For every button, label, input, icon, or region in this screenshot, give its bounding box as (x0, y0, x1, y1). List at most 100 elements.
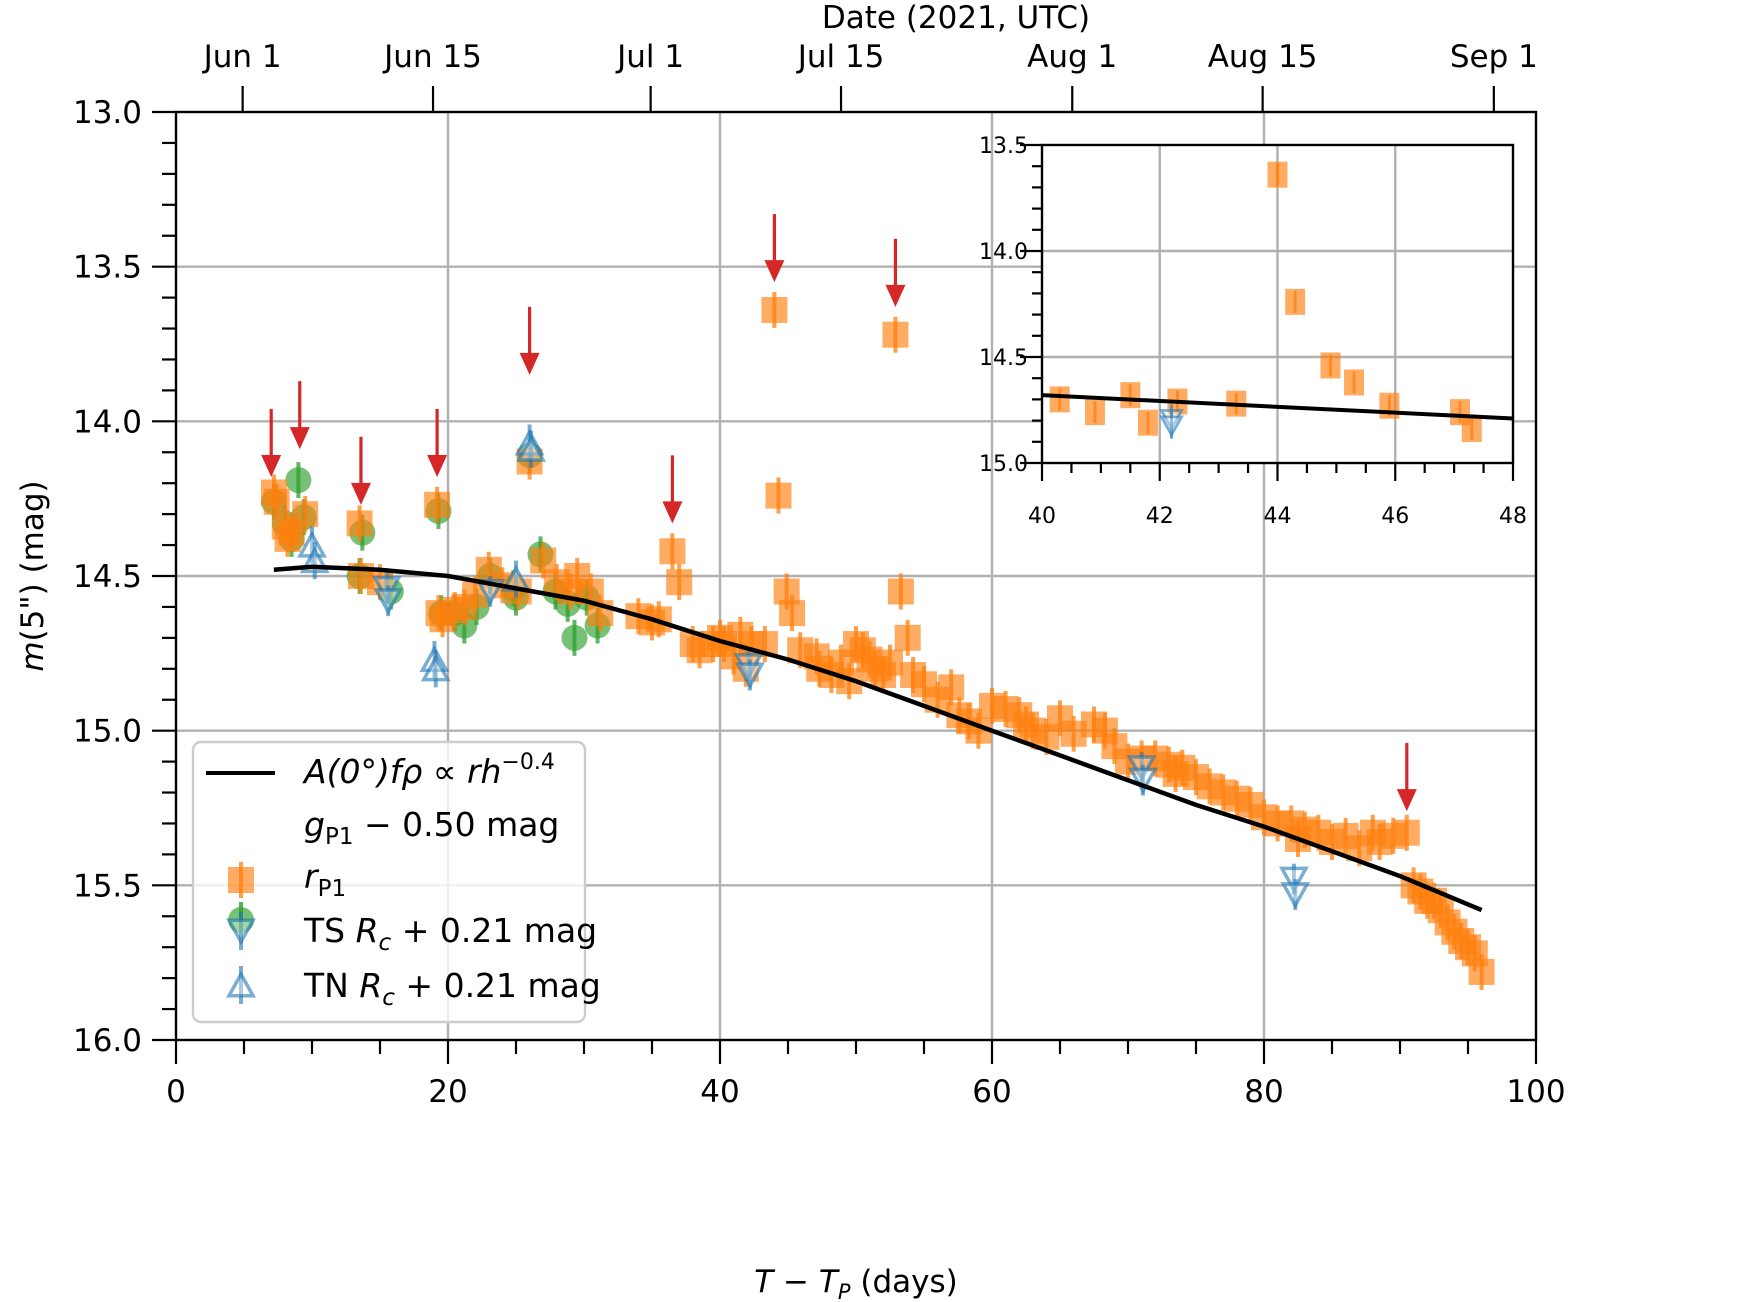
top-date-tick-label: Jun 1 (202, 39, 282, 75)
top-date-tick-label: Sep 1 (1450, 39, 1538, 75)
tn-point (515, 434, 546, 462)
inset-x-tick-label: 44 (1264, 504, 1292, 529)
r-point (887, 578, 914, 605)
r-point (1468, 958, 1495, 985)
inset-r-point (1461, 416, 1482, 443)
inset-r-point (1120, 382, 1141, 409)
legend-markers (226, 862, 256, 1004)
r-point (292, 501, 319, 528)
outburst-arrow (519, 306, 540, 375)
inset-r-point (1320, 352, 1341, 379)
inset-r-point (1379, 392, 1400, 419)
x-axis-title-minus: − (773, 1264, 819, 1300)
main-data (260, 291, 1495, 990)
y-tick-label: 15.5 (73, 868, 142, 904)
top-axis-title: Date (2021, UTC) (822, 0, 1090, 36)
inset-x-tick-label: 48 (1499, 504, 1527, 529)
outburst-arrows (261, 214, 1417, 812)
inset-ts-point (1159, 415, 1184, 438)
legend-label-ts-R: R (356, 911, 379, 950)
inset-r-point (1137, 409, 1158, 436)
inset-model-line (1041, 393, 1514, 421)
x-tick-label: 40 (700, 1074, 739, 1110)
y-axis-title-rest: (5") (mag) (15, 480, 51, 641)
inset-y-tick-label: 14.0 (979, 240, 1028, 265)
legend-label-model-main: A(0°)fρ ∝ rh (302, 752, 501, 791)
main-ticks (152, 110, 1538, 1064)
inset-x-tick-label: 46 (1381, 504, 1409, 529)
inset-data (1041, 161, 1514, 443)
x-axis-title-rest: (days) (851, 1264, 958, 1300)
legend-label-tn-sub: c (382, 985, 395, 1011)
legend-label-tn-R: R (359, 966, 382, 1005)
r-point (346, 510, 373, 537)
top-date-tick-label: Jun 15 (382, 39, 482, 75)
legend-label-ts-prefix: TS (303, 911, 356, 950)
legend-label-r: rP1 (304, 857, 346, 902)
y-axis-title: m(5") (mag) (15, 480, 51, 671)
legend-label-g-rest: − 0.50 mag (353, 805, 559, 844)
y-axis-title-m: m (15, 641, 51, 671)
legend-label-g-sub: P1 (325, 824, 354, 850)
outburst-arrow (350, 436, 371, 505)
outburst-arrow (1396, 743, 1417, 812)
top-date-tick-label: Jul 1 (615, 39, 684, 75)
legend: A(0°)fρ ∝ rh−0.4 gP1 − 0.50 mag rP1 TS R… (191, 740, 601, 1024)
outburst-arrow (764, 214, 785, 283)
outburst-arrow-head (764, 260, 785, 283)
outburst-arrow (662, 455, 683, 524)
r-point (779, 600, 806, 627)
ts-point (734, 662, 765, 690)
outburst-arrow-head (662, 501, 683, 524)
legend-label-r-sub: P1 (318, 876, 347, 902)
inset-y-tick-label: 14.5 (979, 346, 1028, 371)
y-tick-label: 14.0 (73, 404, 142, 440)
legend-label-model: A(0°)fρ ∝ rh−0.4 (302, 750, 555, 791)
inset-y-tick-label: 15.0 (979, 452, 1028, 477)
inset-r-point (1285, 288, 1306, 315)
top-date-axis: Jun 1 Jun 15 Jul 1 Jul 15 Aug 1 Aug 15 Sep 1 (202, 39, 1538, 112)
top-date-tick-label: Aug 1 (1027, 39, 1117, 75)
inset-plot: 40 42 44 46 48 13.5 14.0 14.5 15.0 (979, 134, 1527, 529)
outburst-arrow (427, 408, 448, 478)
x-axis-title: T − TP (days) (754, 1264, 957, 1302)
r-point (659, 538, 686, 565)
inset-x-tick-label: 40 (1028, 504, 1056, 529)
inset-r-point (1049, 386, 1070, 413)
top-date-tick-label: Aug 15 (1208, 39, 1318, 75)
r-point (894, 624, 921, 651)
x-tick-label: 60 (972, 1074, 1011, 1110)
legend-label-tn: TN Rc + 0.21 mag (303, 966, 601, 1011)
legend-label-ts-sub: c (379, 930, 392, 956)
x-tick-label: 100 (1506, 1074, 1565, 1110)
x-axis-title-T: T (754, 1264, 775, 1300)
y-tick-label: 13.0 (73, 95, 142, 131)
y-tick-label: 13.5 (73, 250, 142, 286)
y-tick-label: 14.5 (73, 559, 142, 595)
main-tick-labels: 0 20 40 60 80 100 13.0 13.5 14.0 14.5 15.0 15.5 16.0 (73, 95, 1566, 1110)
ts-point (1280, 882, 1311, 910)
x-tick-label: 0 (166, 1074, 186, 1110)
r-point (877, 649, 903, 676)
g-point (285, 467, 312, 494)
inset-r-point (1084, 399, 1105, 426)
inset-x-tick-label: 42 (1146, 504, 1174, 529)
outburst-arrow-head (289, 427, 310, 450)
legend-tn-triangle (226, 970, 256, 998)
legend-ts-triangle (226, 918, 256, 946)
legend-r-square (228, 867, 254, 893)
legend-label-g: gP1 − 0.50 mag (304, 805, 559, 850)
x-tick-label: 80 (1244, 1074, 1283, 1110)
r-point (765, 482, 792, 509)
outburst-arrow (885, 238, 906, 307)
ts-point (373, 588, 404, 616)
r-point (761, 296, 788, 323)
ts-point (1127, 767, 1158, 795)
model-line (273, 564, 1483, 913)
outburst-arrow-head (885, 284, 906, 307)
legend-label-ts-rest: + 0.21 mag (391, 911, 597, 950)
outburst-arrow-head (350, 482, 371, 505)
outburst-arrow-head (261, 455, 282, 478)
outburst-arrow-head (1396, 789, 1417, 812)
